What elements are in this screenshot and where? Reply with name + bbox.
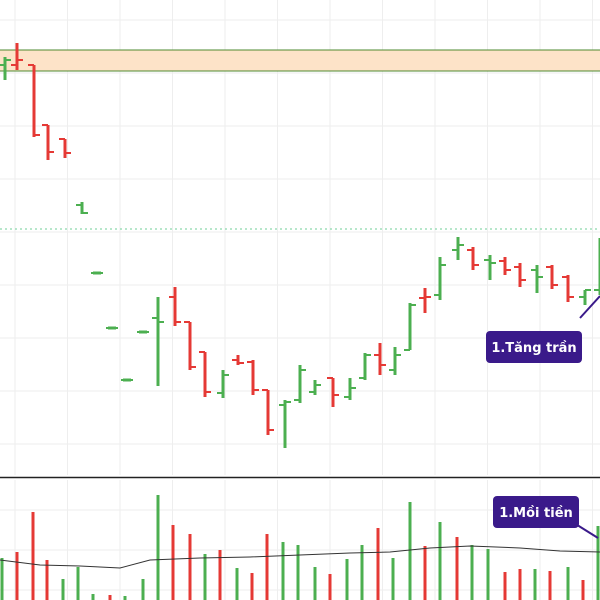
ohlc-bar: [419, 288, 431, 313]
ohlc-bar: [434, 257, 446, 300]
ohlc-bar: [531, 265, 543, 293]
volume-bar: [360, 545, 364, 600]
price-callout-label: 1.Tăng trần: [491, 341, 576, 356]
volume-bar: [141, 579, 145, 600]
ohlc-bar: [28, 64, 40, 137]
ohlc-bar: [262, 389, 274, 435]
volume-bar: [218, 550, 222, 600]
resistance-zone: [0, 49, 600, 72]
volume-bar: [123, 596, 127, 600]
volume-bar: [76, 567, 80, 600]
volume-bar: [408, 502, 412, 600]
volume-bar: [455, 537, 459, 600]
price-callout: 1.Tăng trần: [486, 295, 600, 363]
ohlc-bar: [579, 289, 591, 305]
ohlc-bar: [514, 263, 526, 287]
volume-bar: [61, 579, 65, 600]
volume-moving-average-line: [0, 545, 600, 569]
ohlc-bar: [294, 365, 306, 403]
ohlc-bar: [232, 355, 244, 365]
volume-bar: [345, 559, 349, 600]
volume-bar: [91, 594, 95, 600]
ohlc-bar: [499, 257, 511, 275]
volume-bar: [15, 552, 19, 600]
volume-callout-label: 1.Mồi tiền: [499, 506, 573, 521]
ohlc-bar: [389, 347, 401, 375]
ohlc-bar: [327, 377, 339, 407]
volume-bar: [203, 554, 207, 600]
volume-callout-box: [493, 496, 579, 528]
ohlc-bar: [279, 400, 291, 448]
ohlc-bar: [452, 237, 464, 260]
volume-bar: [566, 567, 570, 600]
volume-bar: [171, 525, 175, 600]
volume-bar: [250, 573, 254, 600]
volume-bar: [391, 558, 395, 600]
volume-bar: [533, 569, 537, 600]
ohlc-bar: [594, 238, 600, 295]
ohlc-bar: [11, 43, 23, 70]
volume-bar: [156, 495, 160, 600]
ohlc-bar: [344, 378, 356, 400]
volume-bar: [265, 534, 269, 600]
volume-bar: [438, 522, 442, 600]
ohlc-bar: [199, 351, 211, 397]
volume-bar: [281, 542, 285, 600]
volume-bar: [486, 549, 490, 600]
ohlc-bar: [42, 124, 54, 160]
ohlc-bar: [404, 303, 416, 351]
volume-bar: [376, 528, 380, 600]
ohlc-bar: [247, 360, 259, 395]
volume-bar: [328, 574, 332, 600]
volume-bars: [0, 495, 600, 600]
ohlc-bar: [546, 265, 558, 289]
volume-bar: [0, 558, 4, 600]
ohlc-bar: [152, 297, 164, 386]
volume-bar: [423, 546, 427, 600]
ohlc-bar: [562, 275, 574, 302]
price-callout-pointer: [579, 295, 600, 319]
volume-bar: [596, 526, 600, 600]
ohlc-bar: [59, 138, 71, 158]
volume-callout: 1.Mồi tiền: [493, 496, 599, 539]
volume-bar: [470, 545, 474, 600]
volume-bar: [108, 595, 112, 600]
volume-bar: [31, 512, 35, 600]
ohlc-bar: [169, 287, 181, 326]
volume-bar: [581, 580, 585, 600]
ohlc-bar: [359, 353, 371, 380]
price-callout-box: [486, 331, 582, 363]
volume-bar: [45, 560, 49, 600]
ohlc-bar: [309, 380, 321, 395]
price-bars: [0, 43, 600, 448]
ohlc-bar: [184, 321, 196, 370]
volume-bar: [503, 572, 507, 600]
ohlc-bar: [484, 255, 496, 280]
volume-bar: [235, 568, 239, 600]
volume-bar: [518, 569, 522, 600]
ohlc-bar: [0, 57, 11, 80]
ohlc-bar: [467, 247, 479, 270]
ohlc-bar: [76, 202, 88, 214]
volume-bar: [188, 534, 192, 600]
volume-bar: [296, 545, 300, 600]
ohlc-bar: [217, 370, 229, 398]
volume-bar: [313, 567, 317, 600]
ohlc-bar: [374, 343, 386, 375]
resistance-zone-rect: [0, 50, 600, 71]
volume-bar: [548, 571, 552, 600]
